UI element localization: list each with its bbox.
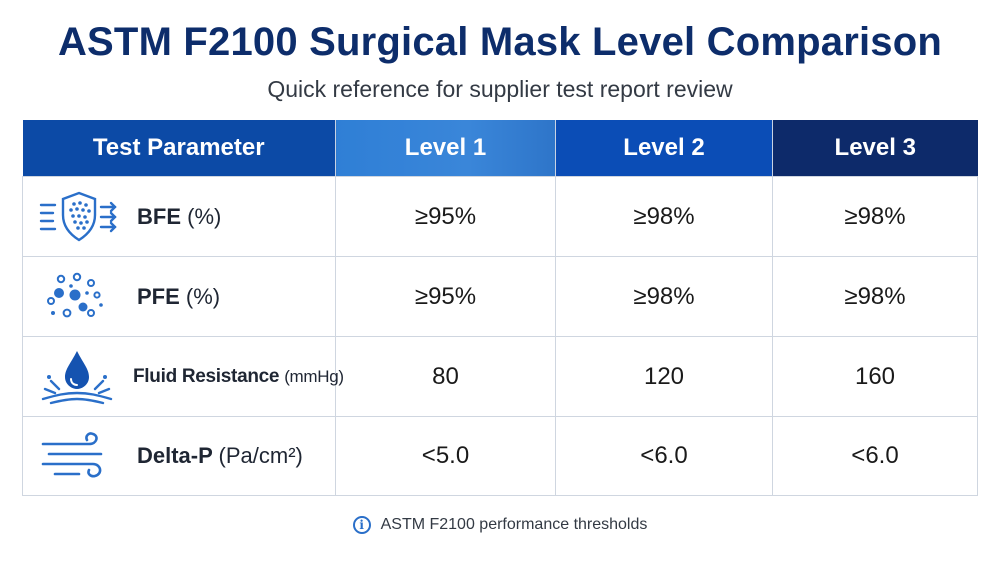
page-subtitle: Quick reference for supplier test report… xyxy=(267,76,733,102)
value-level-3: <6.0 xyxy=(772,416,978,496)
table-row-pfe: PFE (%) ≥95% ≥98% ≥98% xyxy=(22,256,978,337)
shield-filter-icon xyxy=(37,187,121,247)
parameter-name: Delta-P xyxy=(137,443,213,468)
value-level-1: 80 xyxy=(335,336,556,417)
parameter-label: Delta-P (Pa/cm²) xyxy=(137,443,303,469)
value-level-1: <5.0 xyxy=(335,416,556,496)
info-icon: i xyxy=(352,516,371,534)
comparison-table: Test Parameter Level 1 Level 2 Level 3 xyxy=(22,120,978,496)
parameter-label: PFE (%) xyxy=(137,284,220,310)
footer-note: i ASTM F2100 performance thresholds xyxy=(0,516,1000,534)
parameter-cell: Fluid Resistance (mmHg) xyxy=(22,336,344,417)
value-level-1: ≥95% xyxy=(335,176,556,257)
parameter-cell: PFE (%) xyxy=(22,256,336,337)
header-level-2: Level 2 xyxy=(555,120,773,177)
parameter-label: BFE (%) xyxy=(137,204,221,230)
table-row-bfe: BFE (%) ≥95% ≥98% ≥98% xyxy=(22,176,978,257)
footer-text: ASTM F2100 performance thresholds xyxy=(380,516,648,533)
particles-icon xyxy=(37,267,121,327)
parameter-unit: (%) xyxy=(187,203,222,229)
parameter-name: Fluid Resistance xyxy=(133,365,280,387)
parameter-cell: Delta-P (Pa/cm²) xyxy=(22,416,336,496)
value-level-3: ≥98% xyxy=(772,176,978,257)
header-level-1: Level 1 xyxy=(335,120,556,177)
value-level-3: 160 xyxy=(772,336,978,417)
parameter-unit: (Pa/cm²) xyxy=(218,443,303,468)
value-level-2: <6.0 xyxy=(555,416,773,496)
header-test-parameter: Test Parameter xyxy=(22,120,336,177)
table-row-delta-p: Delta-P (Pa/cm²) <5.0 <6.0 <6.0 xyxy=(22,416,978,496)
page-title: ASTM F2100 Surgical Mask Level Compariso… xyxy=(57,20,943,64)
header-level-3: Level 3 xyxy=(772,120,978,177)
parameter-name: BFE xyxy=(137,203,181,229)
parameter-label: Fluid Resistance (mmHg) xyxy=(133,366,344,388)
value-level-3: ≥98% xyxy=(772,256,978,337)
parameter-cell: BFE (%) xyxy=(22,176,336,257)
table-header-row: Test Parameter Level 1 Level 2 Level 3 xyxy=(22,120,978,177)
parameter-name: PFE xyxy=(137,283,180,309)
value-level-2: ≥98% xyxy=(555,176,773,257)
table-row-fluid-resistance: Fluid Resistance (mmHg) 80 120 160 xyxy=(22,336,978,417)
airflow-icon xyxy=(37,426,121,486)
value-level-1: ≥95% xyxy=(335,256,556,337)
value-level-2: ≥98% xyxy=(555,256,773,337)
fluid-drop-icon xyxy=(37,347,117,407)
parameter-unit: (%) xyxy=(185,283,221,309)
parameter-unit: (mmHg) xyxy=(284,366,344,386)
value-level-2: 120 xyxy=(555,336,773,417)
